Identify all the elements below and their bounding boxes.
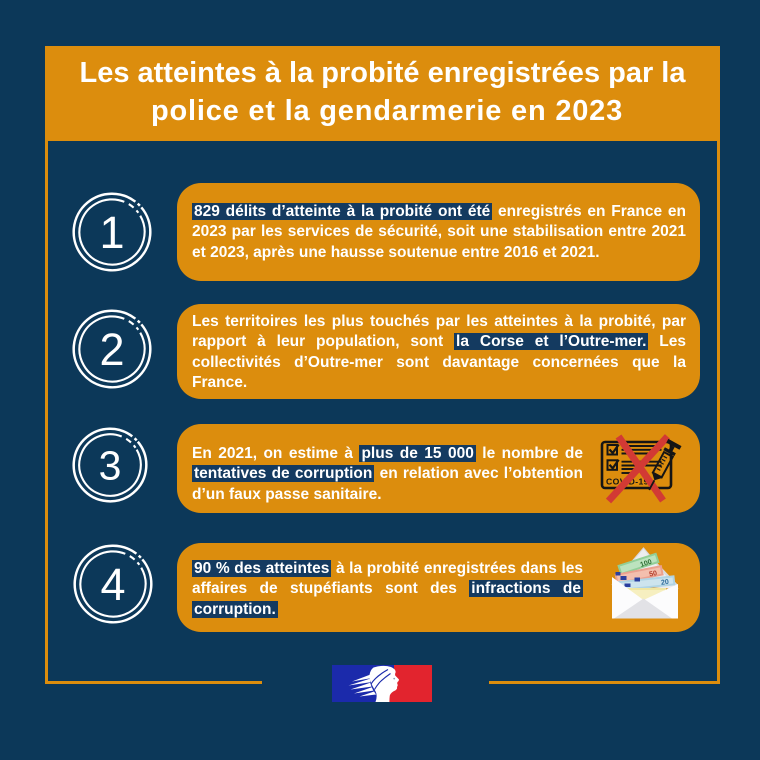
svg-text:50: 50: [649, 570, 658, 578]
svg-text:1: 1: [99, 207, 124, 258]
svg-text:2: 2: [99, 324, 124, 375]
svg-text:3: 3: [99, 443, 122, 489]
svg-text:4: 4: [100, 559, 125, 610]
svg-text:20: 20: [661, 579, 670, 587]
svg-text:100: 100: [639, 559, 652, 569]
